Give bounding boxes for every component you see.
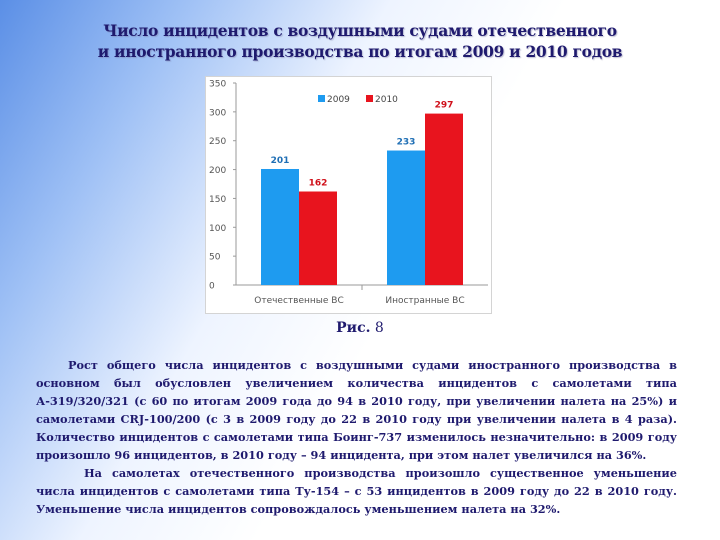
paragraph-2: На самолетах отечественного производства… bbox=[36, 466, 677, 516]
caption-label: Рис. bbox=[336, 320, 371, 336]
bar-2010 bbox=[299, 191, 337, 285]
y-tick-label: 50 bbox=[209, 253, 221, 263]
x-tick-label: Иностранные ВС bbox=[385, 296, 464, 306]
bar-2009 bbox=[387, 150, 425, 285]
paragraph-1: Рост общего числа инцидентов с воздушным… bbox=[36, 358, 677, 462]
data-label: 233 bbox=[397, 138, 416, 148]
legend-swatch bbox=[366, 95, 373, 102]
y-tick-label: 250 bbox=[209, 137, 226, 147]
legend-swatch bbox=[318, 95, 325, 102]
y-tick-label: 350 bbox=[209, 80, 226, 90]
y-tick-label: 300 bbox=[209, 108, 226, 118]
slide-title: Число инцидентов с воздушными судами оте… bbox=[0, 20, 720, 62]
data-label: 162 bbox=[309, 179, 328, 189]
y-tick-label: 100 bbox=[209, 224, 226, 234]
chart-container: 0 50 100 150 200 250 300 350 201 162 Отечественные… bbox=[205, 76, 492, 314]
y-tick-label: 200 bbox=[209, 166, 226, 176]
body-text: Рост общего числа инцидентов с воздушным… bbox=[36, 356, 677, 518]
bar-2009 bbox=[261, 168, 299, 285]
data-label: 297 bbox=[435, 101, 454, 111]
data-label: 201 bbox=[271, 156, 290, 166]
legend-entry: 2010 bbox=[375, 95, 398, 105]
bar-2010 bbox=[425, 113, 463, 286]
x-tick-label: Отечественные ВС bbox=[254, 296, 343, 306]
figure-caption: Рис. 8 bbox=[0, 320, 720, 336]
y-tick-label: 0 bbox=[209, 282, 215, 292]
caption-number: 8 bbox=[374, 320, 384, 336]
y-tick-label: 150 bbox=[209, 195, 226, 205]
bar-chart: 0 50 100 150 200 250 300 350 201 162 Отечественные… bbox=[209, 80, 488, 306]
legend-entry: 2009 bbox=[327, 95, 350, 105]
title-line-1: Число инцидентов с воздушными судами оте… bbox=[103, 21, 617, 40]
title-line-2: и иностранного производства по итогам 20… bbox=[97, 42, 623, 61]
